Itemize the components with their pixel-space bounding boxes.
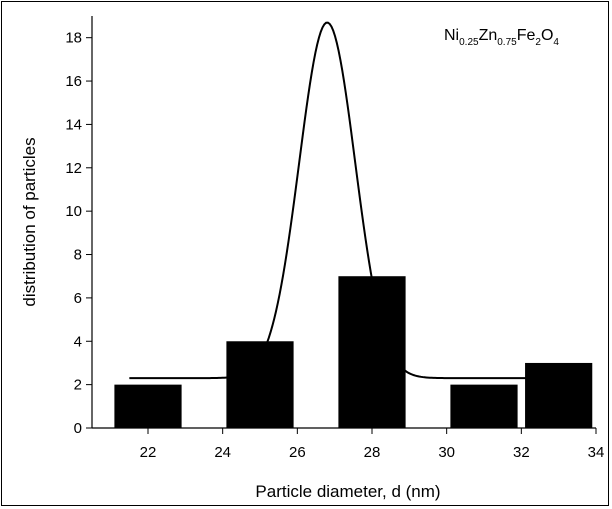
bar-3 bbox=[338, 276, 406, 428]
x-tick-label: 26 bbox=[289, 444, 306, 461]
y-tick-label: 12 bbox=[65, 160, 82, 177]
y-tick-label: 4 bbox=[74, 333, 82, 350]
bar-5 bbox=[525, 362, 593, 428]
formula-subscript: 4 bbox=[553, 37, 559, 48]
y-tick-label: 16 bbox=[65, 73, 82, 90]
formula-subscript: 2 bbox=[535, 37, 541, 48]
y-tick-label: 10 bbox=[65, 203, 82, 220]
formula-subscript: 0.25 bbox=[459, 37, 479, 48]
y-tick-label: 14 bbox=[65, 116, 82, 133]
y-tick-label: 18 bbox=[65, 30, 82, 47]
bar-1 bbox=[114, 384, 182, 428]
y-axis-title: distribution of particles bbox=[20, 137, 39, 306]
bars-layer bbox=[114, 276, 593, 428]
formula-element: Ni bbox=[444, 27, 459, 44]
y-ticks: 0 2 4 6 8 10 12 14 16 18 bbox=[65, 30, 92, 437]
y-tick-label: 0 bbox=[74, 420, 82, 437]
bar-2 bbox=[226, 341, 294, 428]
x-tick-label: 32 bbox=[513, 444, 530, 461]
x-tick-label: 30 bbox=[438, 444, 455, 461]
formula-element: Fe bbox=[517, 27, 536, 44]
formula-subscript: 0.75 bbox=[497, 37, 517, 48]
x-tick-label: 28 bbox=[364, 444, 381, 461]
compound-formula: Ni0.25Zn0.75Fe2O4 bbox=[444, 27, 559, 48]
formula-element: Zn bbox=[479, 27, 498, 44]
x-ticks: 22 24 26 28 30 32 34 bbox=[140, 428, 605, 461]
formula-element: O bbox=[541, 27, 553, 44]
x-tick-label: 34 bbox=[588, 444, 605, 461]
x-tick-label: 22 bbox=[140, 444, 157, 461]
y-tick-label: 6 bbox=[74, 290, 82, 307]
y-tick-label: 2 bbox=[74, 377, 82, 394]
y-tick-label: 8 bbox=[74, 247, 82, 264]
fit-curve bbox=[129, 21, 559, 380]
x-tick-label: 24 bbox=[214, 444, 231, 461]
x-axis-title: Particle diameter, d (nm) bbox=[255, 482, 440, 501]
bar-4 bbox=[450, 384, 518, 428]
